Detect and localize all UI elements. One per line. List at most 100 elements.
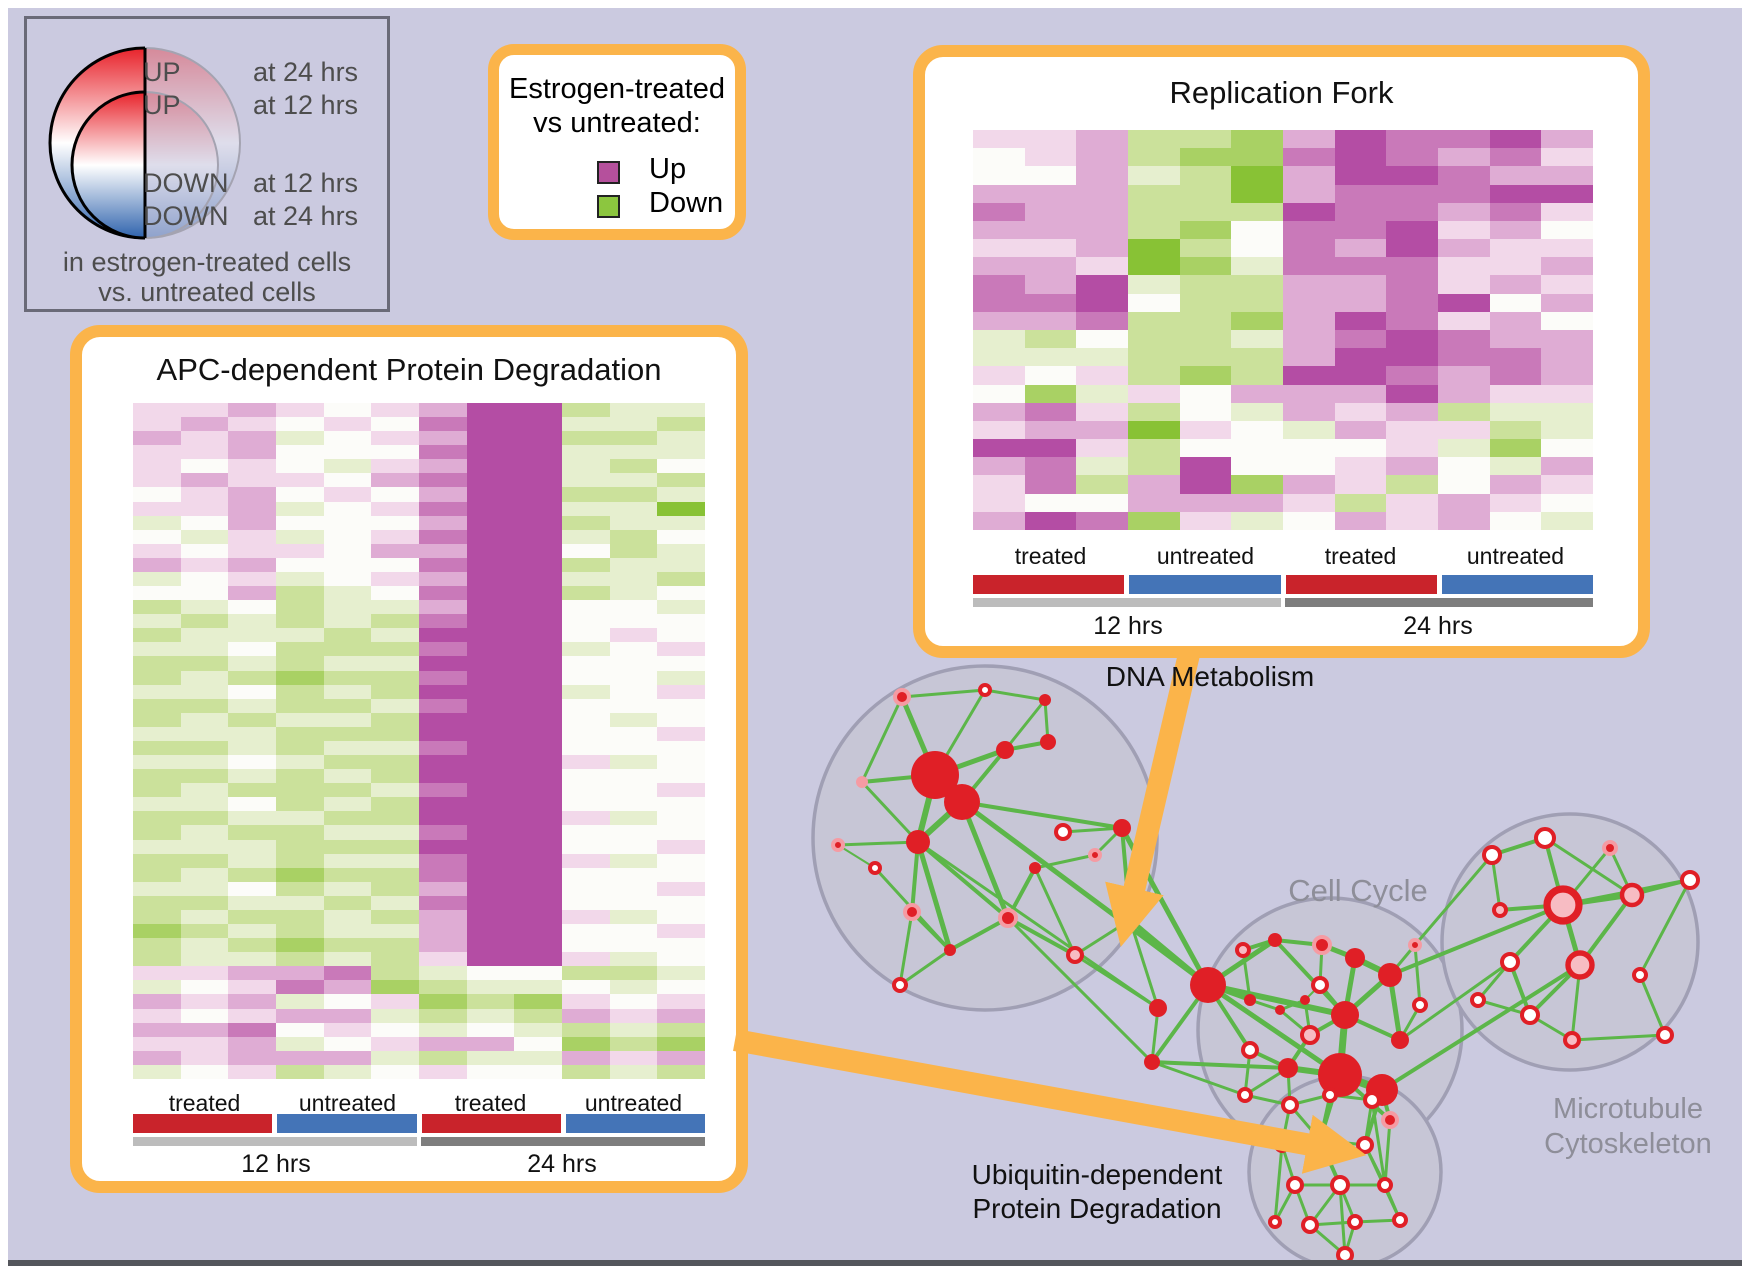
apc-bar-treated — [133, 1114, 273, 1133]
heatmap-cell — [562, 952, 610, 967]
heatmap-cell — [323, 487, 372, 502]
heatmap-cell — [371, 656, 419, 671]
heatmap-cell — [323, 459, 372, 474]
heatmap-cell — [1489, 402, 1542, 421]
heatmap-cell — [1024, 239, 1077, 258]
heatmap-cell — [419, 966, 467, 981]
heatmap-cell — [133, 924, 181, 939]
heatmap-cell — [514, 966, 562, 981]
heatmap-cell — [180, 600, 229, 615]
heatmap-cell — [466, 600, 515, 615]
heatmap-cell — [1438, 130, 1490, 149]
heatmap-cell — [514, 614, 562, 629]
heatmap-cell — [419, 1008, 467, 1023]
cluster-label-line: Ubiquitin-dependent — [971, 1159, 1223, 1190]
heatmap-cell — [1076, 420, 1128, 440]
heatmap-cell — [180, 501, 229, 516]
apc-panel: APC-dependent Protein Degradation treate… — [70, 325, 748, 1193]
heatmap-cell — [419, 417, 467, 432]
gene-node — [1311, 976, 1329, 994]
heatmap-cell — [228, 952, 276, 967]
heatmap-cell — [276, 825, 324, 840]
heatmap-cell — [228, 797, 276, 812]
key-up-24-time: at 24 hrs — [253, 57, 359, 87]
heatmap-cell — [228, 543, 276, 558]
heatmap-cell — [323, 952, 372, 967]
heatmap-cell — [1386, 457, 1438, 476]
heatmap-cell — [419, 994, 467, 1009]
heatmap-cell — [1541, 130, 1593, 149]
heatmap-cell — [133, 529, 181, 544]
heatmap-cell — [371, 952, 419, 967]
heatmap-cell — [514, 445, 562, 460]
heatmap-cell — [973, 457, 1025, 476]
heatmap-cell — [323, 698, 372, 713]
heatmap-cell — [562, 1064, 610, 1079]
heatmap-cell — [323, 726, 372, 741]
heatmap-cell — [323, 501, 372, 516]
heatmap-cell — [180, 769, 229, 784]
heatmap-cell — [514, 487, 562, 502]
heatmap-cell — [609, 543, 658, 558]
heatmap-cell — [609, 1064, 658, 1079]
apc-treatment-colorbar — [133, 1114, 705, 1133]
network-edge — [1318, 1138, 1342, 1187]
heatmap-cell — [1541, 275, 1593, 294]
network-edge — [1630, 878, 1692, 897]
heatmap-cell — [1179, 202, 1232, 221]
heatmap-cell — [1283, 329, 1335, 349]
cluster-label-line: Cell Cycle — [1288, 873, 1428, 908]
heatmap-cell — [1386, 202, 1438, 221]
network-edge — [1319, 942, 1358, 961]
heatmap-cell — [1024, 130, 1077, 149]
heatmap-cell — [419, 501, 467, 516]
heatmap-cell — [419, 557, 467, 572]
heatmap-cell — [1489, 184, 1542, 203]
heatmap-cell — [657, 980, 705, 995]
heatmap-cell — [1541, 184, 1593, 203]
heatmap-cell — [228, 515, 276, 530]
network-edge — [1006, 916, 1077, 957]
heatmap-cell — [1231, 202, 1283, 221]
gene-node — [998, 908, 1018, 928]
heatmap-cell — [562, 966, 610, 981]
heatmap-cell — [1438, 220, 1490, 240]
heatmap-cell — [562, 825, 610, 840]
heatmap-cell — [609, 1050, 658, 1065]
heatmap-cell — [419, 811, 467, 826]
heatmap-cell — [133, 614, 181, 629]
heatmap-cell — [276, 501, 324, 516]
gene-node — [903, 903, 921, 921]
heatmap-cell — [419, 769, 467, 784]
heatmap-cell — [1489, 493, 1542, 512]
heatmap-cell — [466, 459, 515, 474]
heatmap-cell — [1334, 293, 1387, 312]
heatmap-cell — [1438, 493, 1490, 512]
heatmap-cell — [1334, 166, 1387, 185]
network-edge — [1363, 1143, 1387, 1187]
heatmap-cell — [228, 783, 276, 798]
network-edge — [933, 688, 987, 777]
heatmap-cell — [323, 684, 372, 699]
heatmap-cell — [1334, 493, 1387, 512]
heatmap-cell — [514, 1036, 562, 1051]
heatmap-cell — [371, 994, 419, 1009]
heatmap-cell — [562, 811, 610, 826]
heatmap-cell — [657, 459, 705, 474]
heatmap-cell — [514, 656, 562, 671]
network-edge — [1241, 948, 1252, 1002]
heatmap-cell — [1179, 166, 1232, 185]
heatmap-cell — [1231, 130, 1283, 149]
network-edge — [1248, 1048, 1290, 1070]
heatmap-cell — [133, 586, 181, 601]
heatmap-cell — [180, 909, 229, 925]
heatmap-cell — [973, 493, 1025, 512]
network-edge — [959, 799, 1211, 988]
heatmap-cell — [419, 726, 467, 741]
heatmap-cell — [973, 420, 1025, 440]
heatmap-cell — [1283, 493, 1335, 512]
heatmap-cell — [514, 557, 562, 572]
heatmap-cell — [180, 895, 229, 910]
network-edge — [959, 799, 1011, 921]
gene-node — [1381, 1111, 1399, 1129]
